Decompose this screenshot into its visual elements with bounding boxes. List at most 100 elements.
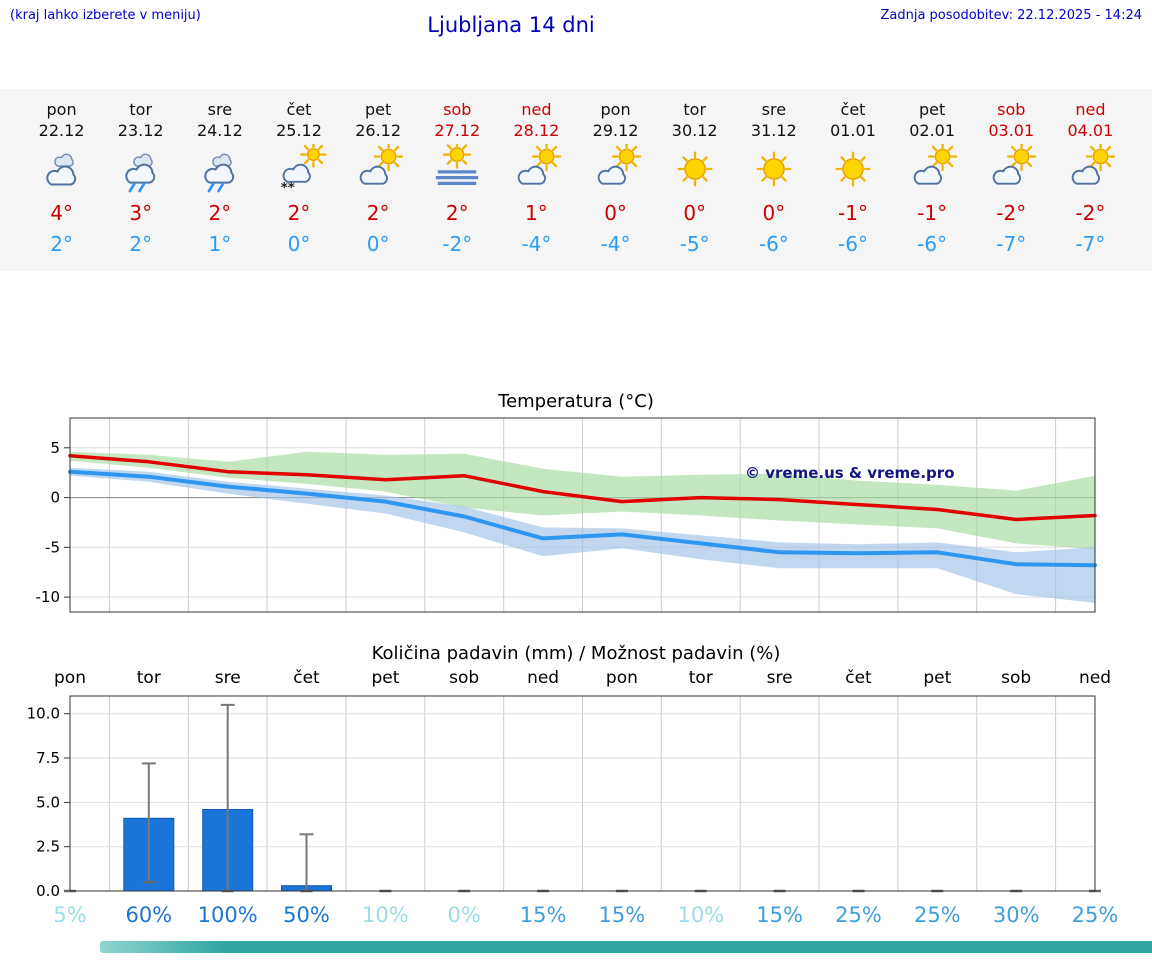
precip-day-label: sob [449, 668, 479, 688]
precip-prob-label: 25% [914, 903, 961, 927]
forecast-day[interactable]: sre 31.12 0° -6° [734, 99, 813, 257]
temp-high: 0° [683, 201, 707, 225]
day-name: ned [1075, 100, 1106, 119]
forecast-day[interactable]: tor 30.12 0° -5° [655, 99, 734, 257]
page-title: Ljubljana 14 dni [427, 13, 595, 37]
temp-max-line [68, 454, 1097, 522]
temp-low: 2° [129, 232, 153, 256]
day-date: 24.12 [196, 121, 243, 140]
day-date: 01.01 [830, 121, 876, 140]
temp-y-tick-label: -10 [36, 588, 61, 606]
sun-icon [655, 144, 734, 198]
day-name: ned [521, 100, 552, 119]
temp-high: -1° [838, 201, 868, 225]
temp-low: -2° [442, 232, 473, 256]
temp-high: 2° [208, 201, 232, 225]
forecast-day[interactable]: tor 23.12 3° 2° [101, 99, 180, 257]
rain-icon [180, 144, 259, 198]
temp-high: -2° [996, 201, 1027, 225]
sun-cloud-icon [576, 141, 655, 198]
footer-bar [100, 941, 1152, 953]
temp-low: -6° [838, 232, 868, 256]
precip-day-label: pet [371, 668, 399, 688]
precip-day-label: pet [923, 668, 951, 688]
temp-low: 0° [366, 232, 390, 256]
page-header: (kraj lahko izberete v meniju) Ljubljana… [0, 0, 1152, 44]
day-name: čet [840, 100, 866, 119]
temp-high: 3° [129, 201, 153, 225]
temp-y-tick-label: 5 [50, 439, 60, 457]
precip-prob-label: 15% [756, 903, 803, 927]
sun-cloud-icon [972, 141, 1051, 198]
precip-prob-label: 50% [283, 903, 330, 927]
temp-low: -6° [917, 232, 948, 256]
day-date: 25.12 [276, 121, 322, 140]
temperature-chart: 5 0 -5 -10 © vreme.us & vreme.pro [36, 417, 1097, 613]
day-name: sob [997, 100, 1026, 119]
day-date: 04.01 [1067, 121, 1114, 140]
sun-cloud-icon [497, 141, 576, 198]
forecast-day[interactable]: pon 22.12 4° 2° [22, 99, 101, 257]
forecast-day[interactable]: sre 24.12 2° 1° [180, 99, 259, 257]
precip-prob-label: 5% [53, 903, 86, 927]
menu-hint: (kraj lahko izberete v meniju) [10, 8, 201, 23]
forecast-strip: pon 22.12 4° 2° tor 23.12 3° 2° sre 24.12 2° 1° čet 2… [0, 89, 1152, 271]
forecast-day[interactable]: čet 01.01 -1° -6° [813, 99, 892, 257]
forecast-day[interactable]: čet 25.12 ** 2° 0° [259, 99, 338, 257]
temp-low: -7° [996, 232, 1027, 256]
precip-prob-label: 25% [835, 903, 882, 927]
svg-text:**: ** [281, 181, 295, 194]
forecast-day[interactable]: pon 29.12 0° -4° [576, 99, 655, 257]
temp-high: 2° [445, 201, 469, 225]
day-name: pon [600, 100, 631, 119]
snow-sun-icon: ** [259, 141, 338, 198]
day-name: tor [129, 100, 153, 119]
temperature-chart-title: Temperatura (°C) [498, 391, 654, 412]
fog-sun-icon [418, 140, 497, 198]
day-date: 29.12 [592, 121, 639, 140]
temp-low: -6° [758, 232, 789, 256]
day-name: sre [207, 100, 233, 119]
day-name: pet [364, 100, 392, 119]
temp-high: -2° [1075, 201, 1106, 225]
day-date: 30.12 [671, 121, 718, 140]
day-name: sob [443, 100, 472, 119]
forecast-day[interactable]: pet 02.01 -1° -6° [893, 99, 972, 257]
day-date: 23.12 [117, 121, 164, 140]
precip-prob-label: 0% [448, 903, 481, 927]
temp-min-line [68, 469, 1097, 568]
temp-low: 0° [287, 232, 311, 256]
precipitation-chart: pon tor sre čet pet sob ned pon tor sre čet pet sob n… [27, 668, 1119, 927]
precip-day-label: ned [527, 668, 559, 688]
precip-y-tick-label: 7.5 [36, 749, 60, 767]
forecast-day[interactable]: ned 28.12 1° -4° [497, 99, 576, 257]
temp-high: 2° [366, 201, 390, 225]
day-date: 31.12 [750, 121, 797, 140]
day-name: pet [918, 100, 946, 119]
day-date: 27.12 [434, 121, 481, 140]
precip-prob-label: 15% [520, 903, 567, 927]
forecast-day[interactable]: ned 04.01 -2° -7° [1051, 99, 1130, 257]
temp-high: 0° [604, 201, 627, 225]
precip-prob-label: 10% [362, 903, 409, 927]
sun-cloud-icon [339, 141, 418, 198]
day-date: 02.01 [909, 121, 956, 140]
temp-high: 1° [525, 201, 548, 225]
temp-high: -1° [917, 201, 948, 225]
precip-y-tick-label: 5.0 [36, 793, 60, 811]
precip-day-label: čet [293, 668, 320, 688]
precip-prob-label: 100% [198, 903, 258, 927]
precip-day-label: sre [215, 668, 241, 688]
temp-high: 4° [50, 201, 73, 225]
day-name: sre [761, 100, 787, 119]
forecast-day[interactable]: pet 26.12 2° 0° [339, 99, 418, 257]
forecast-day[interactable]: sob 27.12 2° -2° [418, 99, 497, 257]
day-date: 26.12 [355, 121, 402, 140]
day-date: 03.01 [988, 121, 1035, 140]
precip-y-tick-label: 10.0 [27, 705, 60, 723]
forecast-day[interactable]: sob 03.01 -2° -7° [972, 99, 1051, 257]
precip-prob-label: 10% [677, 903, 724, 927]
precip-y-tick-label: 0.0 [36, 882, 60, 900]
temp-low: 2° [50, 232, 73, 256]
sun-icon [734, 144, 813, 198]
